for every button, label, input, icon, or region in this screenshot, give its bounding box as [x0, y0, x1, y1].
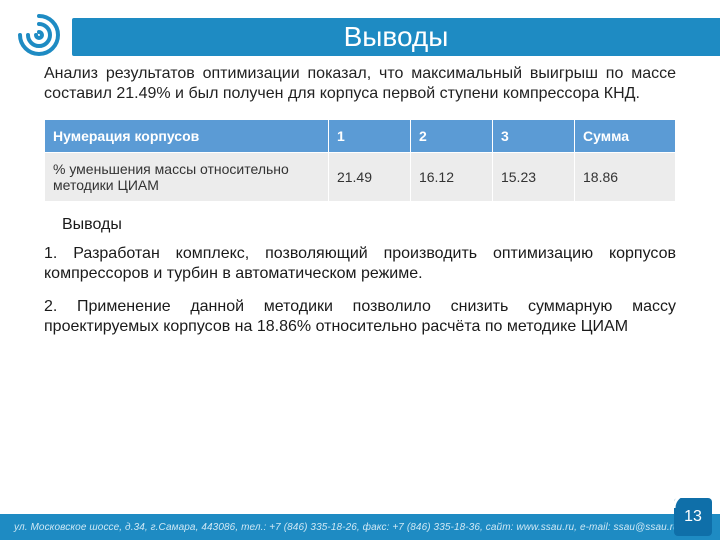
corner-arc-icon: [672, 492, 690, 510]
col-header: 2: [410, 119, 492, 152]
title-bar: Выводы: [72, 18, 720, 56]
footer-address: ул. Московское шоссе, д.34, г.Самара, 44…: [14, 522, 679, 533]
swirl-logo-icon: [14, 10, 64, 60]
table-header-row: Нумерация корпусов 1 2 3 Сумма: [45, 119, 676, 152]
col-header: 1: [328, 119, 410, 152]
conclusions-subhead: Выводы: [62, 216, 676, 234]
page-number: 13: [684, 508, 702, 526]
conclusion-item: 1. Разработан комплекс, позволяющий прои…: [44, 244, 676, 285]
slide: Выводы Анализ результатов оптимизации по…: [0, 0, 720, 540]
cell-value: 18.86: [575, 152, 676, 201]
cell-label: % уменьшения массы относительно методики…: [45, 152, 329, 201]
col-header: Нумерация корпусов: [45, 119, 329, 152]
col-header: 3: [492, 119, 574, 152]
cell-value: 16.12: [410, 152, 492, 201]
page-number-badge: 13: [676, 500, 710, 534]
slide-body: Анализ результатов оптимизации показал, …: [44, 64, 676, 350]
intro-paragraph: Анализ результатов оптимизации показал, …: [44, 64, 676, 105]
footer: ул. Московское шоссе, д.34, г.Самара, 44…: [0, 514, 720, 540]
logo: [14, 10, 64, 60]
results-table: Нумерация корпусов 1 2 3 Сумма % уменьше…: [44, 119, 676, 202]
conclusion-item: 2. Применение данной методики позволило …: [44, 297, 676, 338]
table-row: % уменьшения массы относительно методики…: [45, 152, 676, 201]
col-header: Сумма: [575, 119, 676, 152]
slide-title: Выводы: [344, 21, 449, 53]
cell-value: 15.23: [492, 152, 574, 201]
cell-value: 21.49: [328, 152, 410, 201]
